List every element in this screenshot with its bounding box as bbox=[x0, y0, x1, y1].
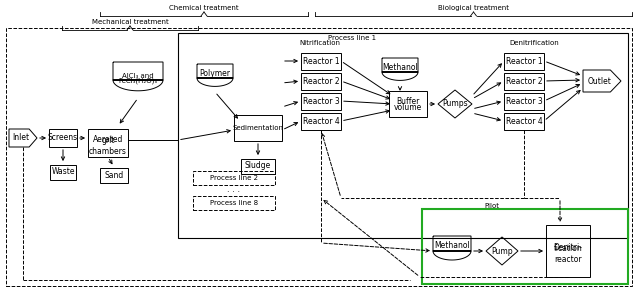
Text: Pump: Pump bbox=[491, 246, 513, 255]
Text: Pumps: Pumps bbox=[442, 100, 468, 108]
Text: AlCl₃ and: AlCl₃ and bbox=[122, 73, 154, 79]
Text: Process line 2: Process line 2 bbox=[210, 175, 258, 181]
Bar bbox=[546, 225, 590, 277]
Text: Sedimentation: Sedimentation bbox=[232, 125, 284, 131]
Text: FeCl₃(H₂O)ₓ: FeCl₃(H₂O)ₓ bbox=[118, 78, 157, 84]
Text: . . .: . . . bbox=[227, 185, 241, 195]
Text: Buffer: Buffer bbox=[396, 97, 420, 105]
Text: Reactor 3: Reactor 3 bbox=[506, 97, 542, 105]
Text: Inlet: Inlet bbox=[12, 134, 29, 142]
Bar bbox=[504, 113, 544, 130]
Bar bbox=[193, 171, 275, 185]
Text: Biological treatment: Biological treatment bbox=[438, 5, 509, 11]
Text: Reactor 4: Reactor 4 bbox=[506, 117, 542, 125]
Text: Denitri-: Denitri- bbox=[554, 243, 582, 252]
Bar bbox=[301, 113, 341, 130]
Bar bbox=[193, 196, 275, 210]
Text: Aerated: Aerated bbox=[93, 136, 123, 145]
Text: Nitrification: Nitrification bbox=[300, 40, 340, 46]
Text: Sludge: Sludge bbox=[245, 162, 271, 170]
Text: Mechanical treatment: Mechanical treatment bbox=[92, 19, 168, 25]
Text: Screens: Screens bbox=[48, 134, 78, 142]
Text: Denitrification: Denitrification bbox=[509, 40, 559, 46]
Text: grit
chambers: grit chambers bbox=[89, 136, 127, 156]
Bar bbox=[422, 209, 628, 284]
Bar bbox=[301, 72, 341, 89]
Text: Sand: Sand bbox=[104, 170, 124, 179]
Bar bbox=[241, 159, 275, 173]
Bar bbox=[504, 72, 544, 89]
Bar bbox=[6, 28, 632, 286]
Bar bbox=[178, 33, 628, 238]
Text: Chemical treatment: Chemical treatment bbox=[169, 5, 239, 11]
Bar bbox=[301, 52, 341, 69]
Text: Pilot: Pilot bbox=[484, 203, 499, 209]
Text: volume: volume bbox=[394, 103, 422, 111]
Text: Process line 8: Process line 8 bbox=[210, 200, 258, 206]
Bar bbox=[88, 129, 128, 157]
Text: Reactor 1: Reactor 1 bbox=[506, 57, 542, 66]
Bar bbox=[50, 164, 76, 179]
Text: Polymer: Polymer bbox=[200, 69, 230, 77]
Text: Reactor 1: Reactor 1 bbox=[303, 57, 339, 66]
Bar bbox=[49, 129, 77, 147]
Text: Reactor 4: Reactor 4 bbox=[303, 117, 339, 125]
Text: Waste: Waste bbox=[51, 167, 75, 176]
Bar bbox=[504, 92, 544, 109]
Text: Process line 1: Process line 1 bbox=[328, 35, 376, 41]
Text: Reactor 3: Reactor 3 bbox=[303, 97, 339, 105]
Text: Reactor 2: Reactor 2 bbox=[506, 77, 542, 86]
Bar bbox=[389, 91, 427, 117]
Text: Methanol: Methanol bbox=[434, 241, 470, 251]
Text: Outlet: Outlet bbox=[588, 77, 611, 86]
Text: fication
reactor: fication reactor bbox=[554, 244, 582, 264]
Bar bbox=[100, 167, 128, 182]
Text: Reactor 2: Reactor 2 bbox=[303, 77, 339, 86]
Text: Methanol: Methanol bbox=[382, 63, 418, 72]
Bar bbox=[504, 52, 544, 69]
Bar bbox=[301, 92, 341, 109]
Bar bbox=[234, 115, 282, 141]
